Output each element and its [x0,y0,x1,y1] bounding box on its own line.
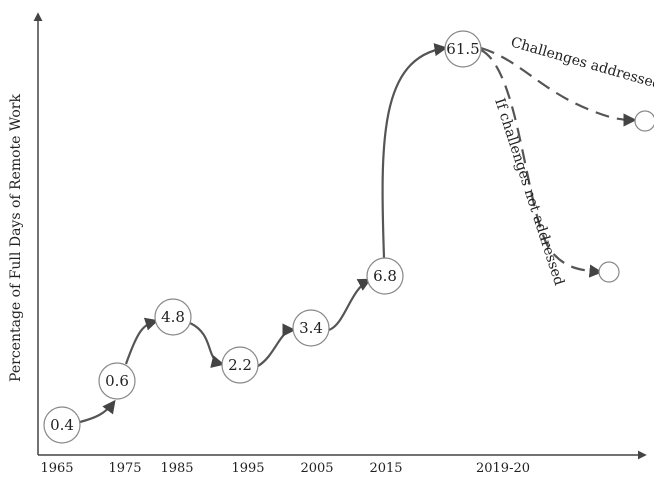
data-point-circle [444,30,482,68]
data-point-circle [366,257,404,295]
projection-label-addressed: Challenges addressed [509,34,654,92]
trend-segment [328,278,372,332]
x-tick-label: 2005 [300,461,333,476]
data-point-label: 3.4 [299,319,323,337]
data-point: 4.8 [154,298,192,336]
projection-end-addressed [634,110,654,132]
data-point-circle [221,346,259,384]
data-point-label: 0.6 [105,372,129,390]
data-point-label: 4.8 [161,308,185,326]
x-tick-label: 1985 [160,461,193,476]
data-point: 61.5 [444,30,482,68]
x-tick-label: 2019-20 [476,461,530,476]
data-point-circle [98,362,136,400]
trend-segment [257,323,296,367]
trend-segment [381,43,448,259]
projection-end-not-addressed [598,261,620,283]
data-point-circle [43,406,81,444]
data-point-label: 61.5 [446,40,479,58]
x-tick-label: 1975 [108,461,141,476]
data-point-circle [154,298,192,336]
data-point: 3.4 [292,309,330,347]
trend-segment [124,317,159,365]
data-point-label: 6.8 [373,267,397,285]
trend-segment [189,322,225,368]
projection-addressed [480,46,637,127]
x-tick-label: 2015 [369,461,402,476]
projection-not-addressed [480,49,603,278]
data-point: 2.2 [221,346,259,384]
data-point-label: 0.4 [50,416,74,434]
data-point: 6.8 [366,257,404,295]
trend-segment [79,399,116,424]
data-point: 0.4 [43,406,81,444]
data-point: 0.6 [98,362,136,400]
data-point-label: 2.2 [228,356,252,374]
projection-label-not-addressed: If challenges not addressed [491,96,567,287]
x-tick-label: 1995 [231,461,264,476]
data-point-circle [292,309,330,347]
x-tick-label: 1965 [40,461,73,476]
y-axis-label: Percentage of Full Days of Remote Work [8,94,24,382]
